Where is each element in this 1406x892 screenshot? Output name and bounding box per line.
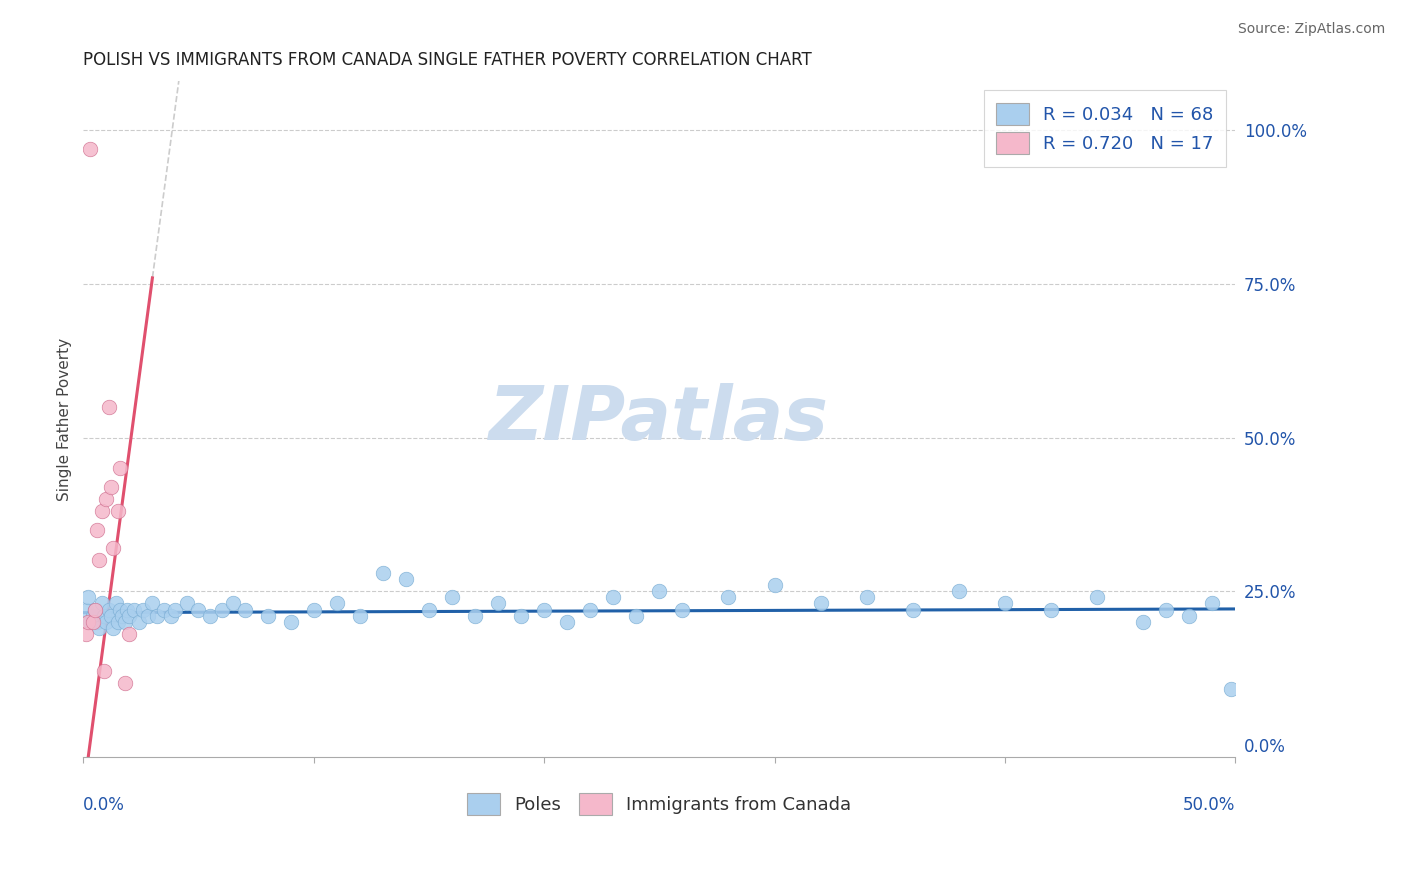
Point (122, 602, 145, 616)
Point (1154, 602, 1177, 616)
Point (349, 608, 371, 623)
Point (83, 602, 105, 616)
Point (115, 602, 138, 616)
Point (233, 602, 256, 616)
Legend: Poles, Immigrants from Canada: Poles, Immigrants from Canada (460, 786, 859, 822)
Point (763, 578, 786, 592)
Point (1201, 596, 1223, 610)
Point (211, 602, 233, 616)
Point (855, 591, 877, 605)
Point (579, 602, 602, 616)
Text: ZIPatlas: ZIPatlas (489, 383, 830, 456)
Point (82, 608, 104, 623)
Point (302, 602, 325, 616)
Point (371, 566, 394, 580)
Point (994, 596, 1017, 610)
Point (108, 461, 131, 475)
Point (93, 664, 115, 678)
Point (79, 615, 101, 629)
Point (86, 615, 108, 629)
Point (77, 615, 100, 629)
Point (86, 523, 108, 537)
Point (1132, 615, 1154, 629)
Point (75, 627, 97, 641)
Point (103, 621, 125, 635)
Point (464, 608, 486, 623)
Y-axis label: Single Father Poverty: Single Father Poverty (58, 337, 72, 500)
Point (717, 591, 740, 605)
Point (555, 615, 578, 629)
Point (1178, 608, 1201, 623)
Point (79, 142, 101, 156)
Point (100, 480, 122, 494)
Text: POLISH VS IMMIGRANTS FROM CANADA SINGLE FATHER POVERTY CORRELATION CHART: POLISH VS IMMIGRANTS FROM CANADA SINGLE … (83, 51, 813, 69)
Point (96, 491, 118, 506)
Point (187, 602, 209, 616)
Point (89, 553, 111, 567)
Point (100, 608, 122, 623)
Point (1219, 682, 1241, 697)
Point (114, 676, 136, 690)
Point (90, 504, 112, 518)
Point (146, 608, 169, 623)
Point (111, 608, 134, 623)
Point (176, 596, 198, 610)
Point (648, 584, 671, 599)
Point (141, 596, 163, 610)
Point (89, 621, 111, 635)
Point (128, 615, 150, 629)
Point (440, 591, 463, 605)
Point (810, 596, 832, 610)
Point (160, 608, 183, 623)
Point (82, 615, 104, 629)
Point (1039, 602, 1062, 616)
Point (107, 615, 129, 629)
Text: 0.0%: 0.0% (83, 796, 125, 814)
Point (96, 615, 118, 629)
Point (90, 596, 112, 610)
Point (626, 608, 648, 623)
Point (395, 572, 418, 586)
Point (107, 504, 129, 518)
Point (948, 584, 970, 599)
Point (1085, 591, 1108, 605)
Point (510, 608, 533, 623)
Point (486, 596, 509, 610)
Point (222, 596, 245, 610)
Point (118, 608, 141, 623)
Point (533, 602, 555, 616)
Text: Source: ZipAtlas.com: Source: ZipAtlas.com (1237, 22, 1385, 37)
Point (602, 591, 624, 605)
Point (104, 596, 127, 610)
Point (97, 602, 120, 616)
Point (132, 602, 155, 616)
Point (75, 602, 97, 616)
Point (108, 602, 131, 616)
Point (418, 602, 440, 616)
Text: 50.0%: 50.0% (1182, 796, 1236, 814)
Point (97, 400, 120, 414)
Point (83, 602, 105, 616)
Point (256, 608, 278, 623)
Point (136, 608, 159, 623)
Point (153, 602, 176, 616)
Point (103, 541, 125, 555)
Point (325, 596, 347, 610)
Point (280, 615, 302, 629)
Point (901, 602, 924, 616)
Point (671, 602, 693, 616)
Point (77, 591, 100, 605)
Point (93, 608, 115, 623)
Point (114, 615, 136, 629)
Point (165, 602, 187, 616)
Point (198, 608, 221, 623)
Point (118, 627, 141, 641)
